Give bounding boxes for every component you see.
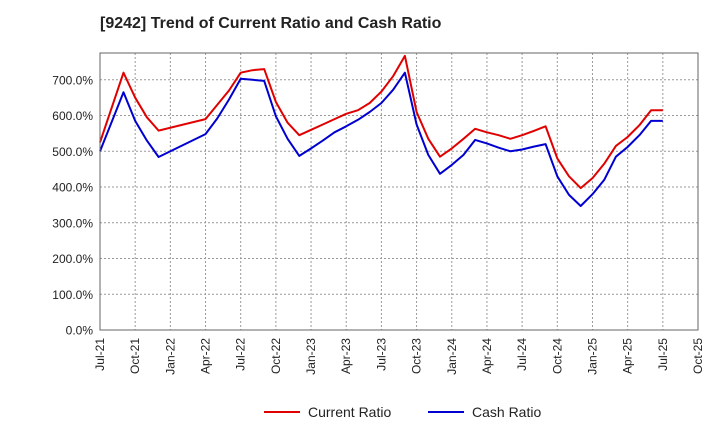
y-tick-label: 500.0%: [52, 145, 93, 159]
x-tick-label: Jan-24: [445, 338, 459, 375]
x-tick-label: Jan-22: [163, 338, 177, 375]
x-tick-label: Jul-24: [515, 338, 529, 371]
y-tick-label: 200.0%: [52, 252, 93, 266]
x-tick-label: Jul-25: [656, 338, 670, 371]
x-tick-label: Apr-23: [339, 338, 353, 374]
y-tick-label: 700.0%: [52, 73, 93, 87]
series-line-current-ratio: [99, 54, 663, 190]
y-tick-label: 0.0%: [66, 324, 94, 338]
x-tick-label: Apr-24: [480, 338, 494, 374]
x-tick-label: Oct-24: [550, 338, 564, 374]
x-tick-label: Oct-23: [410, 338, 424, 374]
x-tick-label: Apr-22: [199, 338, 213, 374]
legend-label-current-ratio: Current Ratio: [308, 404, 392, 420]
legend-item-cash-ratio: Cash Ratio: [428, 404, 541, 420]
series-line-cash-ratio: [99, 71, 663, 207]
y-tick-label: 100.0%: [52, 288, 93, 302]
x-tick-label: Apr-25: [621, 338, 635, 374]
x-tick-label: Jul-22: [234, 338, 248, 371]
x-tick-label: Oct-21: [128, 338, 142, 374]
y-tick-label: 300.0%: [52, 216, 93, 230]
plot-frame: [99, 52, 699, 331]
x-axis-ticks: Jul-21 Oct-21 Jan-22 Apr-22 Jul-22 Oct-22 Jan-…: [93, 338, 705, 375]
series-lines: [99, 54, 663, 207]
x-tick-label: Jan-25: [585, 338, 599, 375]
legend: Current Ratio Cash Ratio: [0, 404, 720, 426]
legend-label-cash-ratio: Cash Ratio: [472, 404, 542, 420]
legend-swatch-cash-ratio: [428, 411, 464, 413]
y-axis-ticks: 0.0% 100.0% 200.0% 300.0% 400.0% 500.0% 600.0%…: [52, 73, 93, 337]
x-tick-label: Jul-23: [374, 338, 388, 371]
y-tick-label: 400.0%: [52, 181, 93, 195]
y-tick-label: 600.0%: [52, 109, 93, 123]
x-tick-label: Jul-21: [93, 338, 107, 371]
grid-lines: [100, 53, 698, 331]
legend-swatch-current-ratio: [264, 411, 300, 413]
legend-item-current-ratio: Current Ratio: [264, 404, 391, 420]
x-tick-label: Oct-25: [691, 338, 705, 374]
x-tick-label: Oct-22: [269, 338, 283, 374]
x-tick-label: Jan-23: [304, 338, 318, 375]
chart-title: [9242] Trend of Current Ratio and Cash R…: [100, 15, 442, 32]
